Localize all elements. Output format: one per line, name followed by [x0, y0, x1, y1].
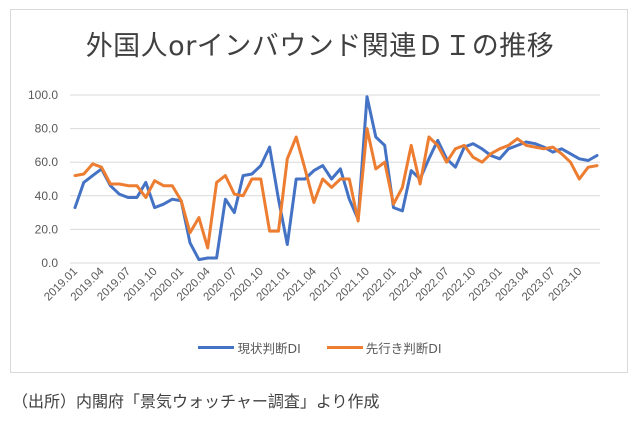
series-lines	[73, 95, 599, 262]
series-line-genjo	[73, 95, 599, 262]
source-note: （出所）内閣府「景気ウォッチャー調査」より作成	[12, 392, 380, 411]
y-axis-ticks: 0.0 20.0 40.0 60.0 80.0 100.0	[28, 88, 58, 270]
gridlines	[70, 94, 600, 264]
y-tick-label: 100.0	[28, 88, 58, 102]
y-tick-label: 60.0	[35, 155, 59, 169]
legend-item-sakiyuki: 先行き判断DI	[326, 338, 442, 357]
legend-label-sakiyuki: 先行き判断DI	[365, 341, 442, 356]
legend-label-genjo: 現状判断DI	[237, 341, 301, 356]
legend-item-genjo: 現状判断DI	[198, 338, 301, 357]
y-tick-label: 20.0	[35, 222, 59, 236]
legend-swatch-genjo	[198, 346, 235, 349]
y-tick-label: 80.0	[35, 122, 59, 136]
legend: 現状判断DI 先行き判断DI	[0, 338, 640, 357]
y-tick-label: 40.0	[35, 189, 59, 203]
y-tick-label: 0.0	[41, 256, 58, 270]
x-axis-ticks: 2019.012019.042019.072019.102020.012020.…	[42, 265, 584, 303]
chart-title: 外国人orインバウンド関連ＤＩの推移	[85, 31, 555, 62]
series-line-sakiyuki	[73, 127, 599, 250]
legend-swatch-sakiyuki	[326, 346, 363, 349]
